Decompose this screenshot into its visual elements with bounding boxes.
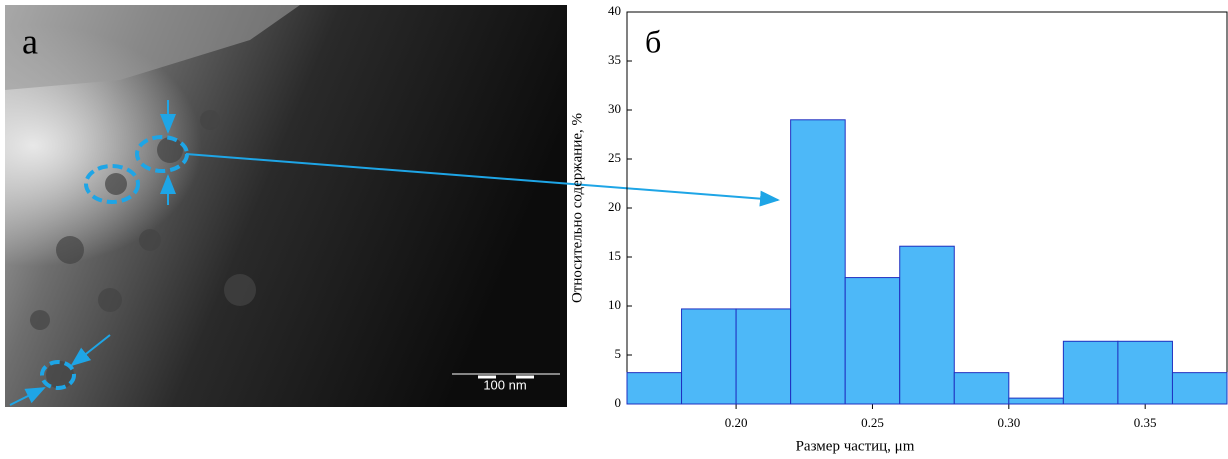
y-tick-label: 15 <box>608 248 621 263</box>
y-tick-label: 25 <box>608 150 621 165</box>
y-axis-label: Относительно содержание, % <box>569 113 585 303</box>
y-tick-label: 35 <box>608 52 621 67</box>
panel-label: а <box>22 21 38 61</box>
y-tick-label: 0 <box>615 395 622 410</box>
y-tick-label: 30 <box>608 101 621 116</box>
panel-label: б <box>645 23 661 59</box>
bar <box>735 308 792 405</box>
y-tick-label: 10 <box>608 297 621 312</box>
x-tick-label: 0.30 <box>997 415 1020 430</box>
tem-image: а 100 nm <box>5 5 780 407</box>
bar <box>1062 340 1119 405</box>
bar <box>844 277 901 405</box>
bar <box>1008 397 1064 405</box>
x-tick-label: 0.25 <box>861 415 884 430</box>
bar <box>790 119 846 405</box>
bar <box>626 372 683 405</box>
bar <box>899 245 955 405</box>
bar <box>1171 372 1228 405</box>
y-tick-label: 5 <box>615 346 622 361</box>
bar <box>1117 340 1173 405</box>
y-tick-label: 40 <box>608 3 621 18</box>
x-tick-label: 0.20 <box>725 415 748 430</box>
scale-bar-label: 100 nm <box>483 377 526 392</box>
x-axis-label: Размер частиц, μm <box>796 438 915 454</box>
x-tick-label: 0.35 <box>1134 415 1157 430</box>
bar <box>681 308 737 405</box>
y-tick-label: 20 <box>608 199 621 214</box>
bar <box>953 372 1010 405</box>
